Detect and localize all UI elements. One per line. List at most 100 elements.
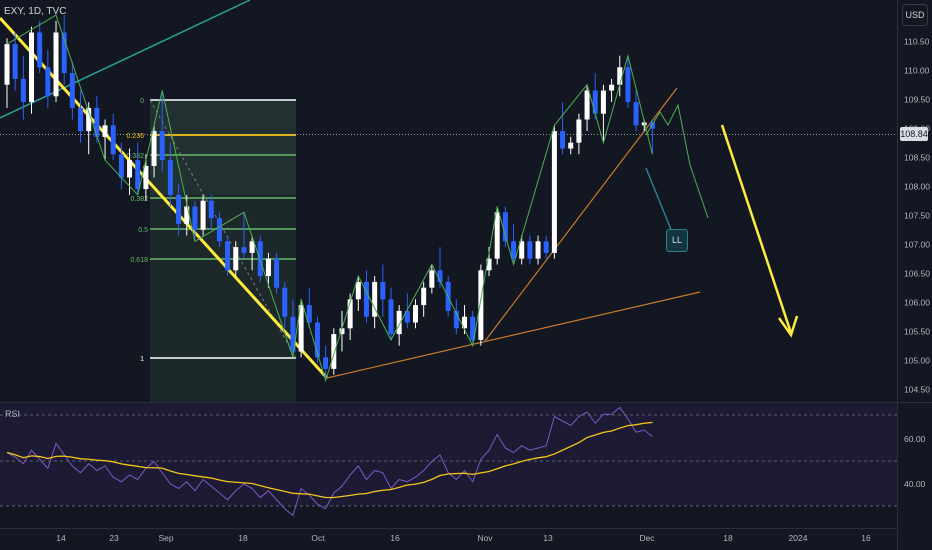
fib-level-label: 0.382 (126, 153, 144, 160)
rsi-ma-line (6, 421, 653, 499)
candle-body (551, 131, 557, 253)
candle-body (282, 287, 288, 317)
candle-body (429, 270, 435, 288)
rsi-tick-label: 60.00 (904, 434, 926, 444)
price-tick-label: 110.00 (904, 66, 930, 76)
time-tick-label: Nov (477, 533, 493, 543)
orange-rising-line (484, 87, 678, 342)
projection-zigzag (645, 103, 709, 219)
candle-body (372, 281, 378, 317)
candle-body (45, 67, 51, 97)
candle-body (339, 328, 345, 335)
rsi-label: RSI (5, 409, 21, 419)
fib-level-label: 1 (140, 356, 144, 363)
candle-body (388, 299, 394, 335)
rsi-line (6, 406, 653, 517)
candle-body (413, 305, 418, 323)
candle-body (249, 241, 255, 253)
candle-body (167, 160, 173, 195)
zigzag-line (6, 14, 653, 383)
fib-level-label: 0.5 (138, 227, 148, 234)
time-tick-label: 16 (861, 533, 871, 543)
candle-body (323, 357, 329, 369)
time-tick-label: 23 (109, 533, 119, 543)
orange-support-line (326, 291, 701, 379)
candle-body (216, 218, 222, 242)
time-tick-label: 13 (543, 533, 553, 543)
candle-body (118, 154, 124, 178)
candle-body (176, 194, 182, 224)
time-tick-label: Oct (311, 533, 325, 543)
candle-body (625, 67, 631, 103)
candle-body (584, 90, 590, 120)
candle-body (4, 44, 10, 85)
ll-annotation[interactable]: LL (666, 229, 688, 252)
candle-body (314, 322, 320, 358)
candle-body (592, 90, 598, 114)
fib-level-label: 0.618 (130, 257, 148, 264)
fib-level-label: 0.382 (130, 196, 148, 203)
price-tick-label: 107.00 (904, 240, 930, 250)
rsi-tick-label: 40.00 (904, 479, 926, 489)
candle-body (404, 310, 410, 323)
candle-body (600, 90, 606, 114)
candle-body (560, 131, 566, 149)
candle-body (225, 241, 231, 271)
teal-trendline (0, 0, 251, 119)
current-price-tag: 108.84 (900, 127, 928, 141)
candle-body (20, 78, 26, 103)
candle-body (380, 281, 386, 300)
price-tick-label: 105.00 (904, 356, 930, 366)
price-tick-label: 106.50 (904, 269, 930, 279)
candle-body (462, 316, 468, 329)
candle-body (233, 247, 239, 271)
candle-body (421, 287, 427, 306)
candle-body (78, 107, 84, 132)
candle-body (86, 107, 92, 132)
candle-body (37, 32, 43, 68)
currency-button[interactable]: USD (902, 4, 928, 26)
candle-body (609, 84, 615, 91)
candle-body (298, 305, 304, 352)
candle-body (69, 73, 75, 108)
rsi-panel-bg (0, 403, 897, 506)
candle-body (363, 281, 369, 317)
candle-body (94, 107, 100, 137)
candle-body (453, 310, 459, 329)
candle-body (200, 200, 206, 230)
candle-body (127, 160, 133, 178)
candle-body (12, 44, 18, 79)
candle-body (478, 270, 484, 340)
candle-body (649, 122, 655, 129)
projection-arrowhead (777, 315, 799, 338)
symbol-label[interactable]: EXY, 1D, TVC (4, 6, 67, 17)
time-tick-label: 18 (723, 533, 733, 543)
candle-body (192, 206, 198, 230)
time-tick-label: 2024 (789, 533, 808, 543)
candle-body (470, 316, 476, 340)
price-tick-label: 108.50 (904, 153, 930, 163)
candle-body (437, 270, 443, 282)
candle-body (535, 241, 541, 259)
price-tick-label: 105.50 (904, 327, 930, 337)
candle-body (576, 119, 582, 143)
time-tick-label: 14 (56, 533, 66, 543)
time-tick-label: Dec (639, 533, 655, 543)
time-tick-label: 18 (238, 533, 248, 543)
candle-body (274, 258, 280, 288)
candle-body (396, 310, 402, 335)
candle-body (29, 32, 35, 103)
candle-body (543, 241, 549, 253)
price-tick-label: 107.50 (904, 211, 930, 221)
candle-body (159, 131, 165, 161)
candle-body (53, 32, 59, 97)
ll-pointer (645, 167, 673, 233)
candle-body (502, 212, 508, 242)
candle-body (257, 241, 263, 277)
fib-level-label: 0 (140, 98, 144, 105)
candle-body (494, 212, 500, 259)
candle-body (143, 165, 149, 190)
candle-body (568, 142, 574, 149)
fib-level-label: 0.236 (126, 133, 144, 140)
